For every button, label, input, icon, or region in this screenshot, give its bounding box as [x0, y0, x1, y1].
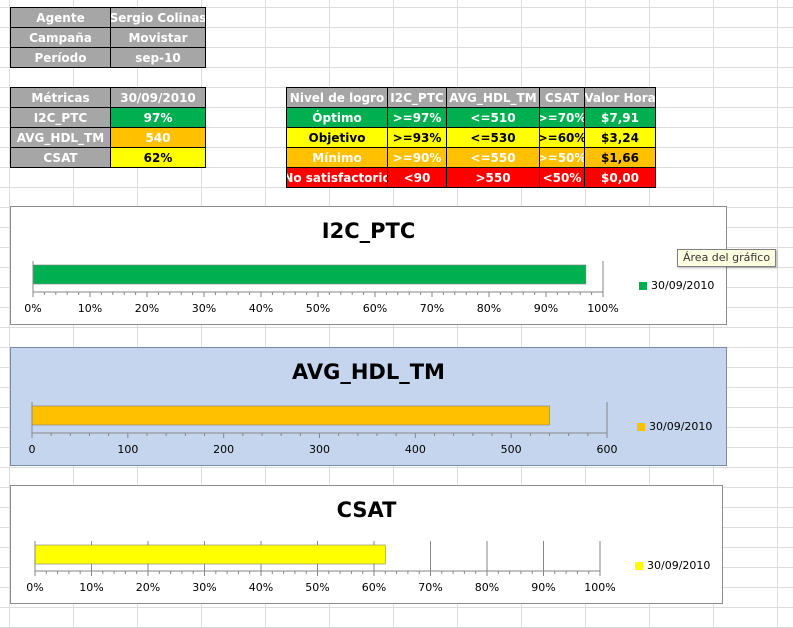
bar-i2c-ptc[interactable]: [32, 264, 587, 285]
levels-cell-csat-threshold[interactable]: <50%: [539, 167, 585, 188]
metrics-date-cell[interactable]: 30/09/2010: [110, 87, 206, 108]
tick-label: 60%: [363, 302, 387, 315]
csat-plot: 0% 10% 20% 30% 40% 50% 60% 70% 80% 90% 100%: [26, 541, 616, 594]
legend-swatch: [639, 281, 647, 290]
tick-label: 100: [117, 443, 138, 456]
levels-cell-avg-threshold[interactable]: <=550: [446, 147, 540, 168]
legend-label: 30/09/2010: [647, 559, 711, 572]
avg-hdl-tm-chart[interactable]: AVG_HDL_TM 0 100 200 300 400 500 600 30/09/201…: [10, 347, 727, 466]
legend-swatch: [637, 422, 645, 431]
levels-cell-level-name[interactable]: No satisfactorio: [286, 167, 388, 188]
tick-label: 90%: [531, 581, 555, 594]
campaign-value-cell[interactable]: Movistar: [110, 27, 206, 48]
i2c-ptc-plot: 0% 10% 20% 30% 40% 50% 60% 70% 80% 90% 100%: [24, 261, 619, 315]
tick-label: 10%: [79, 581, 103, 594]
levels-cell-avg-threshold[interactable]: >550: [446, 167, 540, 188]
metric-i2c-label-cell[interactable]: I2C_PTC: [10, 107, 111, 128]
tick-label: 500: [501, 443, 522, 456]
chart-legend: 30/09/2010: [637, 420, 712, 433]
tick-label: 400: [405, 443, 426, 456]
tick-label: 100%: [584, 581, 615, 594]
csat-chart[interactable]: CSAT 0% 10% 20% 30% 40% 50% 60% 70% 80% 90% 100% 3…: [10, 485, 723, 604]
tick-label: 0%: [26, 581, 43, 594]
tick-label: 50%: [305, 581, 329, 594]
tick-label: 0%: [24, 302, 41, 315]
chart-area-tooltip: Área del gráfico: [677, 249, 777, 267]
agent-label-cell[interactable]: Agente: [10, 7, 111, 28]
levels-cell-csat-threshold[interactable]: >=70%: [539, 107, 585, 128]
tick-label: 10%: [78, 302, 102, 315]
levels-header-csat-threshold[interactable]: CSAT: [539, 87, 585, 108]
metrics-header-cell[interactable]: Métricas: [10, 87, 111, 108]
tick-label: 600: [597, 443, 618, 456]
avg-hdl-tm-plot: 0 100 200 300 400 500 600: [29, 402, 618, 456]
tick-label: 20%: [136, 581, 160, 594]
i2c-ptc-chart[interactable]: I2C_PTC 0% 10% 20% 30% 40% 50% 60% 70% 80% 90% 100…: [10, 206, 727, 325]
tick-label: 30%: [192, 302, 216, 315]
period-value-cell[interactable]: sep-10: [110, 47, 206, 68]
levels-cell-i2c-threshold[interactable]: <90: [387, 167, 447, 188]
tick-label: 70%: [418, 581, 442, 594]
bar-avg-hdl-tm[interactable]: [31, 405, 550, 426]
tick-label: 50%: [306, 302, 330, 315]
levels-cell-csat-threshold[interactable]: >=60%: [539, 127, 585, 148]
levels-cell-csat-threshold[interactable]: >=50%: [539, 147, 585, 168]
chart-legend: 30/09/2010: [635, 559, 710, 572]
agent-value-cell[interactable]: Sergio Colinas: [110, 7, 206, 28]
levels-cell-level-name[interactable]: Mínimo: [286, 147, 388, 168]
metric-avg-value-cell[interactable]: 540: [110, 127, 206, 148]
legend-label: 30/09/2010: [649, 420, 713, 433]
tick-label: 40%: [249, 581, 273, 594]
chart-legend: 30/09/2010: [639, 279, 714, 292]
metric-i2c-value-cell[interactable]: 97%: [110, 107, 206, 128]
levels-header-level-name[interactable]: Nivel de logro: [286, 87, 388, 108]
tick-label: 40%: [249, 302, 273, 315]
chart-title: I2C_PTC: [321, 219, 416, 243]
tick-label: 60%: [362, 581, 386, 594]
levels-cell-hour-value[interactable]: $3,24: [584, 127, 656, 148]
metric-csat-value-cell[interactable]: 62%: [110, 147, 206, 168]
metric-csat-label-cell[interactable]: CSAT: [10, 147, 111, 168]
levels-header-hour-value[interactable]: Valor Hora: [584, 87, 656, 108]
tick-label: 90%: [534, 302, 558, 315]
levels-cell-hour-value[interactable]: $1,66: [584, 147, 656, 168]
period-label-cell[interactable]: Período: [10, 47, 111, 68]
levels-cell-i2c-threshold[interactable]: >=90%: [387, 147, 447, 168]
levels-cell-avg-threshold[interactable]: <=530: [446, 127, 540, 148]
tick-label: 0: [29, 443, 36, 456]
levels-cell-i2c-threshold[interactable]: >=97%: [387, 107, 447, 128]
levels-cell-hour-value[interactable]: $7,91: [584, 107, 656, 128]
bar-csat[interactable]: [34, 544, 386, 565]
metric-avg-label-cell[interactable]: AVG_HDL_TM: [10, 127, 111, 148]
levels-cell-hour-value[interactable]: $0,00: [584, 167, 656, 188]
levels-cell-level-name[interactable]: Óptimo: [286, 107, 388, 128]
legend-swatch: [635, 561, 643, 570]
levels-cell-i2c-threshold[interactable]: >=93%: [387, 127, 447, 148]
levels-cell-level-name[interactable]: Objetivo: [286, 127, 388, 148]
tick-label: 80%: [475, 581, 499, 594]
chart-title: CSAT: [336, 498, 397, 522]
tick-label: 30%: [192, 581, 216, 594]
tick-label: 70%: [420, 302, 444, 315]
campaign-label-cell[interactable]: Campaña: [10, 27, 111, 48]
tick-label: 300: [309, 443, 330, 456]
levels-cell-avg-threshold[interactable]: <=510: [446, 107, 540, 128]
tick-label: 20%: [135, 302, 159, 315]
legend-label: 30/09/2010: [651, 279, 715, 292]
levels-header-avg-threshold[interactable]: AVG_HDL_TM: [446, 87, 540, 108]
tick-label: 100%: [587, 302, 618, 315]
chart-title: AVG_HDL_TM: [292, 360, 445, 384]
tick-label: 80%: [477, 302, 501, 315]
tick-label: 200: [213, 443, 234, 456]
levels-header-i2c-threshold[interactable]: I2C_PTC: [387, 87, 447, 108]
